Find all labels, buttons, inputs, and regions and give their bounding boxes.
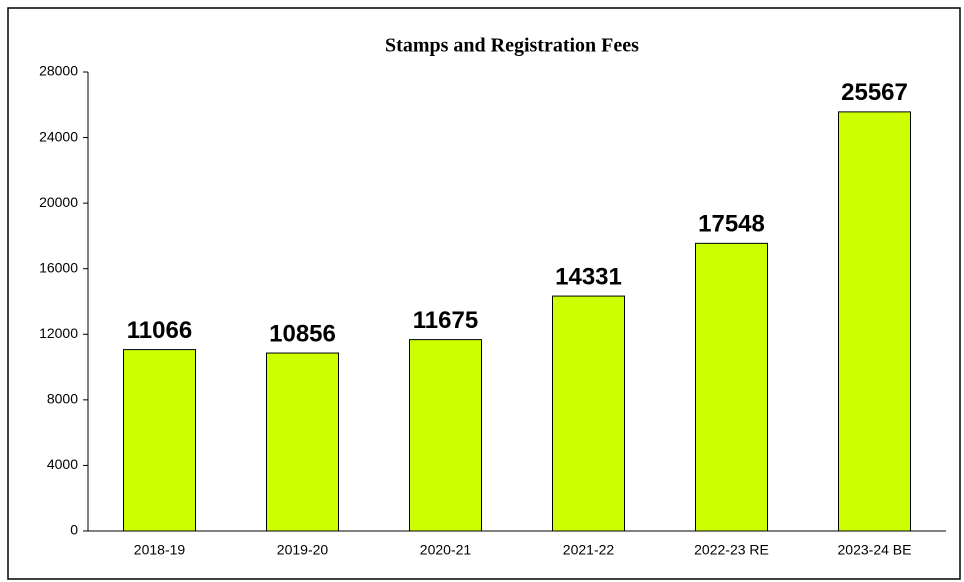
- bar: [695, 242, 768, 532]
- value-label: 11675: [413, 307, 478, 334]
- value-label: 25567: [841, 79, 908, 106]
- value-label: 17548: [698, 211, 765, 238]
- x-tick-label: 2018-19: [134, 542, 186, 558]
- x-tick-label: 2019-20: [277, 542, 329, 558]
- y-tick-label: 12000: [39, 325, 78, 341]
- y-tick-label: 8000: [47, 391, 78, 407]
- y-tick-label: 0: [70, 522, 78, 538]
- value-label: 11066: [127, 317, 192, 344]
- chart-title: Stamps and Registration Fees: [385, 35, 639, 57]
- y-tick-label: 4000: [47, 456, 78, 472]
- y-tick-label: 20000: [39, 194, 78, 210]
- x-tick-label: 2020-21: [420, 542, 472, 558]
- y-tick-label: 16000: [39, 259, 78, 275]
- value-label: 14331: [555, 263, 622, 290]
- y-tick-label: 28000: [39, 63, 78, 79]
- x-tick-label: 2021-22: [563, 542, 615, 558]
- bar: [123, 349, 196, 532]
- x-tick-label: 2023-24 BE: [838, 542, 912, 558]
- bar: [266, 352, 339, 532]
- bar: [552, 295, 625, 532]
- value-label: 10856: [269, 320, 336, 347]
- y-tick-label: 24000: [39, 128, 78, 144]
- x-tick-label: 2022-23 RE: [694, 542, 769, 558]
- bar: [838, 111, 911, 532]
- bar: [409, 339, 482, 532]
